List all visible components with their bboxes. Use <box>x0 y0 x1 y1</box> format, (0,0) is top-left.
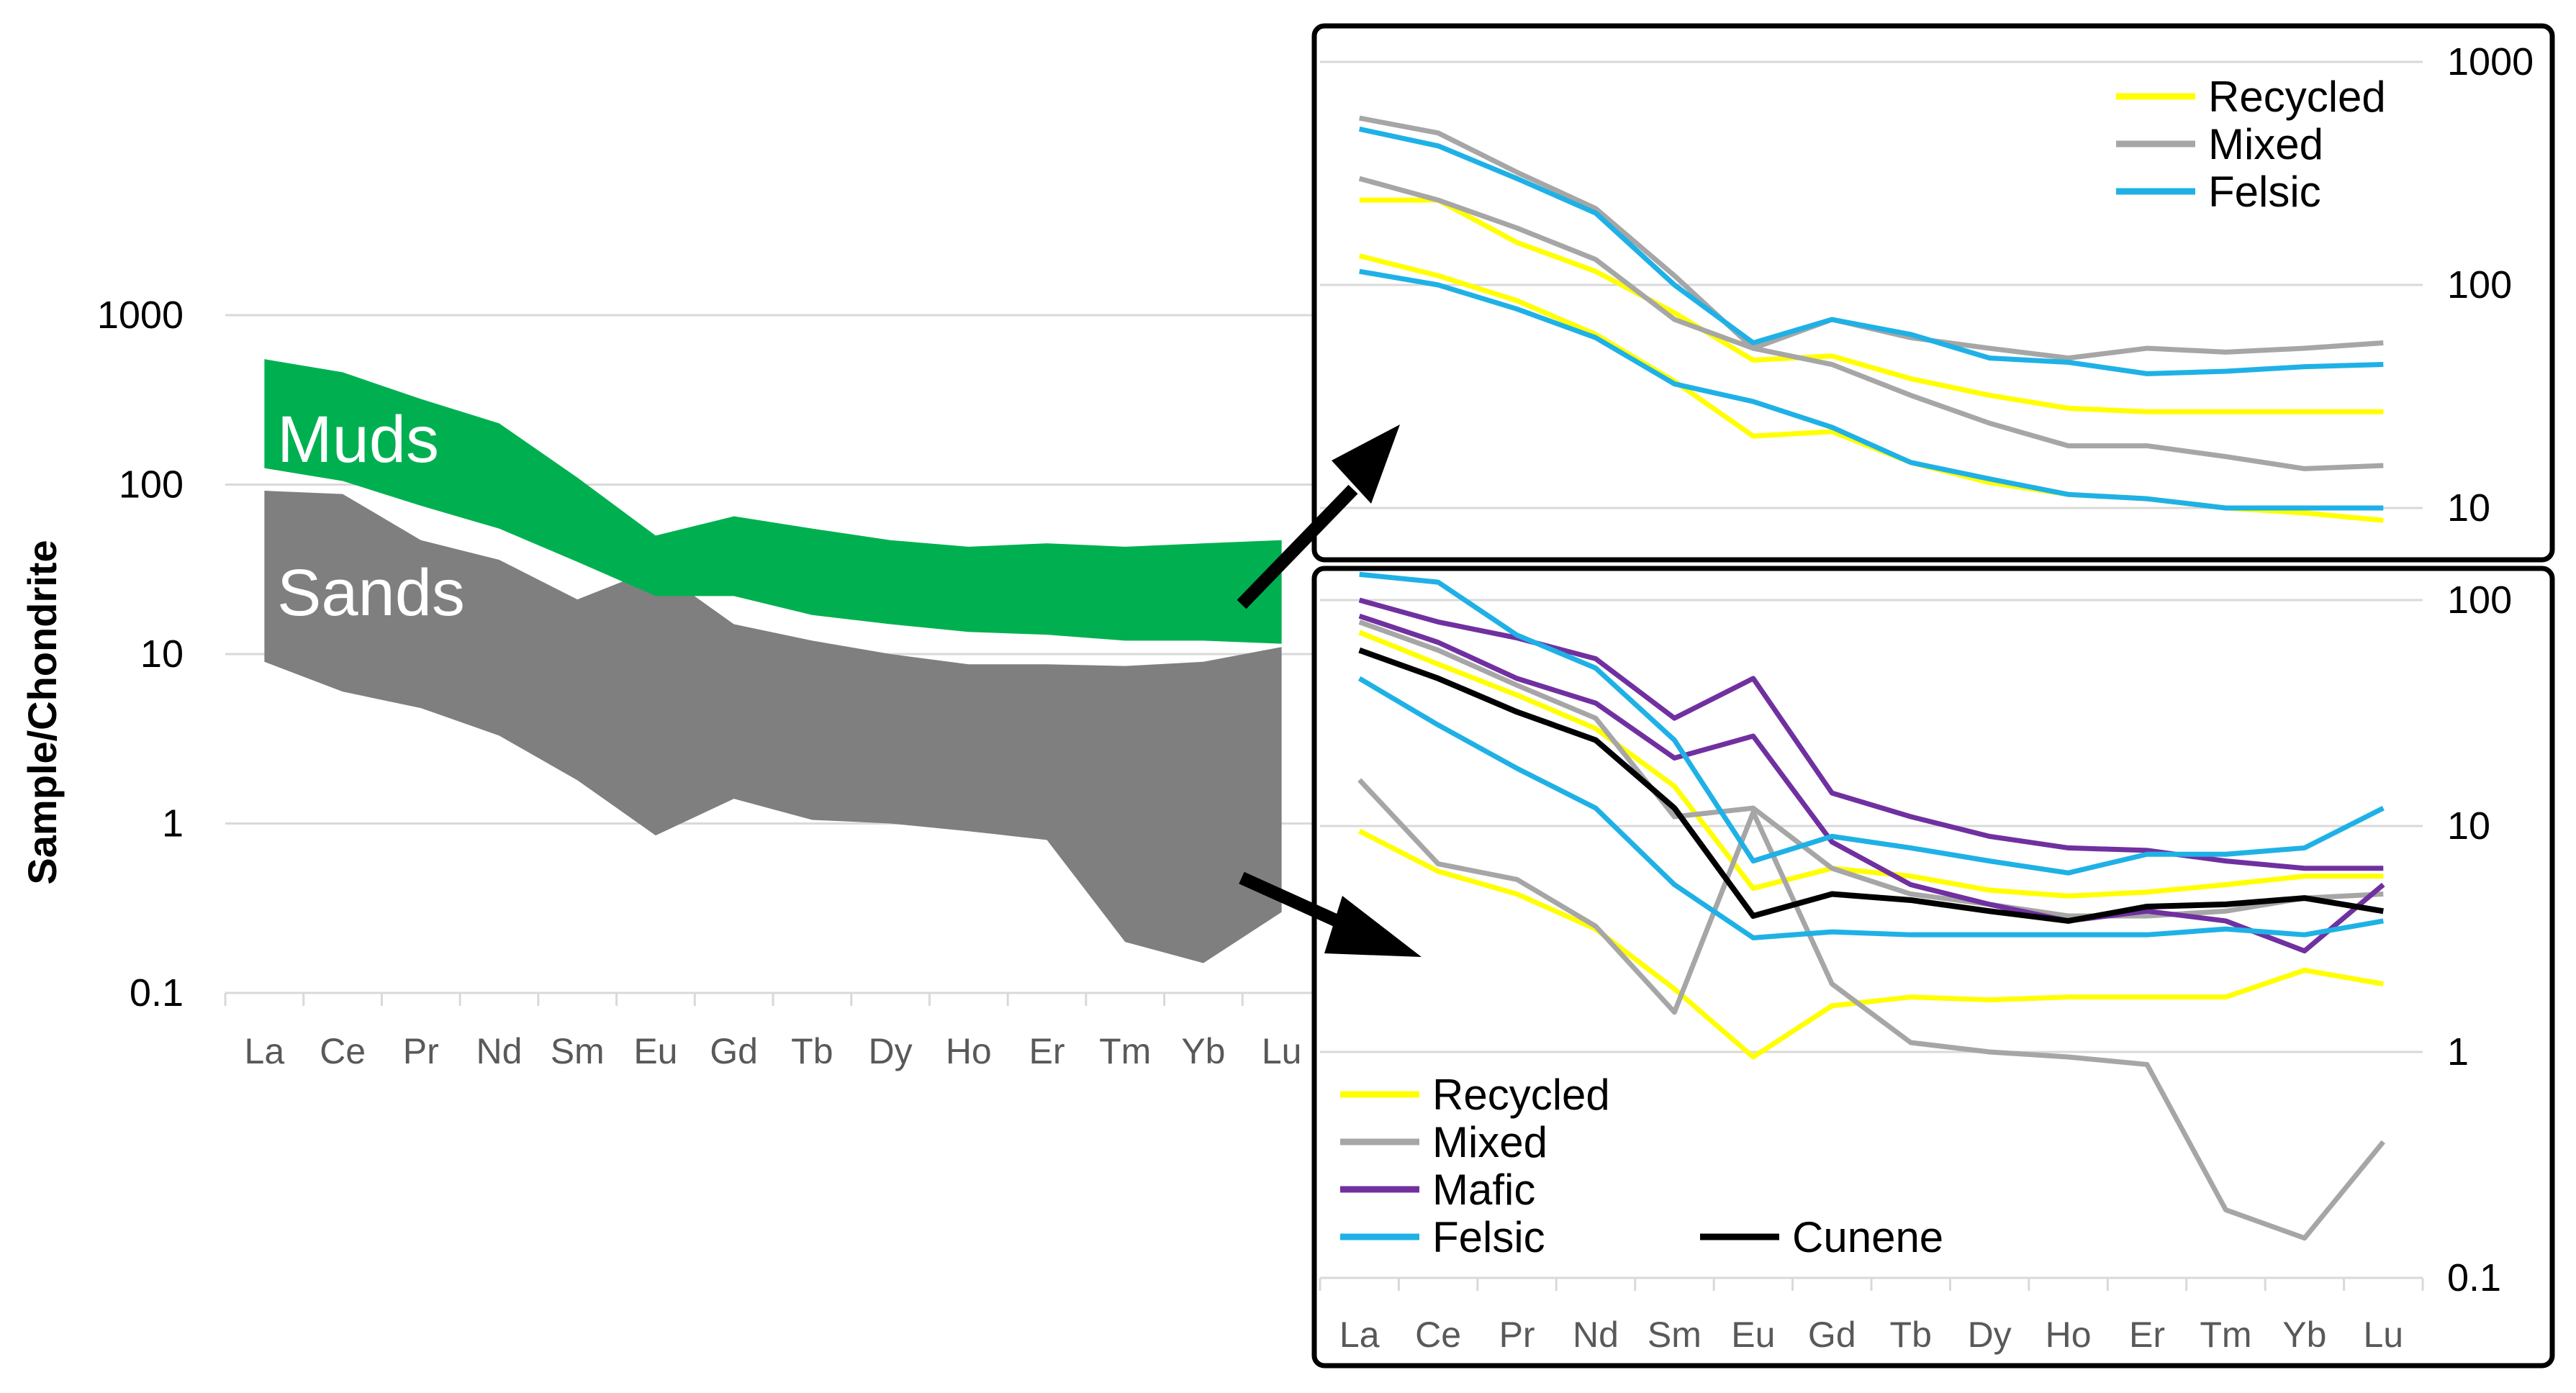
muds-detail-lines <box>1358 115 2384 523</box>
legend-label-felsic: Felsic <box>2208 168 2321 216</box>
x-tick-label-yb: Yb <box>2282 1315 2326 1355</box>
x-tick-label-dy: Dy <box>869 1031 913 1071</box>
muds-band <box>264 359 1282 644</box>
line-recycled-1 <box>1358 828 2384 1060</box>
x-tick-label-sm: Sm <box>1648 1315 1701 1355</box>
line-recycled-0 <box>1358 630 2384 899</box>
line-mixed-2 <box>1357 778 2385 1241</box>
sands-detail-lines <box>1357 571 2385 1241</box>
x-tick-label-er: Er <box>2129 1315 2165 1355</box>
y-tick-label-1: 1 <box>2447 1030 2469 1074</box>
muds-detail-y-ticks: 10 100 1000 <box>2447 40 2534 530</box>
y-tick-label-100: 100 <box>2447 263 2512 307</box>
line-recycled-0 <box>1359 197 2384 414</box>
y-axis-label: Sample/Chondrite <box>19 540 65 884</box>
legend-label-cunene: Cunene <box>1792 1213 1943 1261</box>
x-tick-label-tm: Tm <box>2200 1315 2251 1355</box>
y-tick-label-0-1: 0.1 <box>130 971 184 1015</box>
legend-label-mafic: Mafic <box>1432 1166 1535 1214</box>
x-tick-label-sm: Sm <box>551 1031 605 1071</box>
x-tick-label-la: La <box>1339 1315 1380 1355</box>
overview-bands <box>264 359 1282 963</box>
x-tick-label-eu: Eu <box>633 1031 677 1071</box>
legend-label-recycled: Recycled <box>2208 73 2386 121</box>
x-tick-label-nd: Nd <box>476 1031 523 1071</box>
sands-detail-x-ticks: La Ce Pr Nd Sm Eu Gd Tb Dy Ho Er Tm Yb Lu <box>1339 1315 2403 1355</box>
line-felsic-7 <box>1357 676 2384 940</box>
line-mafic-5 <box>1358 613 2385 954</box>
arrow-to-muds-panel <box>1237 484 1358 609</box>
overview-x-ticks: La Ce Pr Nd Sm Eu Gd Tb Dy Ho Er Tm Yb Lu <box>245 1031 1302 1071</box>
line-mixed-3 <box>1358 176 2384 471</box>
x-tick-label-eu: Eu <box>1731 1315 1775 1355</box>
y-tick-label-1000: 1000 <box>2447 40 2534 83</box>
x-tick-label-tb: Tb <box>791 1031 833 1071</box>
line-felsic-4 <box>1358 126 2384 376</box>
sands-band-label: Sands <box>277 556 465 630</box>
arrow-head-sands <box>1324 896 1422 957</box>
x-tick-label-tm: Tm <box>1099 1031 1151 1071</box>
y-tick-label-10: 10 <box>2447 486 2490 530</box>
line-felsic-6 <box>1359 571 2385 876</box>
sands-detail-y-ticks: 0.1 1 10 100 <box>2447 578 2512 1299</box>
x-tick-label-gd: Gd <box>1808 1315 1856 1355</box>
overview-x-axis <box>224 992 1322 1006</box>
sands-detail-x-axis <box>1319 1276 2424 1291</box>
x-tick-label-ho: Ho <box>946 1031 992 1071</box>
x-tick-label-lu: Lu <box>2363 1315 2403 1355</box>
sands-detail-panel: 0.1 1 10 100 La Ce Pr Nd Sm Eu Gd Tb Dy Ho Er Tm Yb Lu R… <box>1311 566 2555 1369</box>
y-tick-label-1000: 1000 <box>97 294 184 337</box>
x-tick-label-er: Er <box>1029 1031 1065 1071</box>
y-tick-label-10: 10 <box>2447 804 2490 848</box>
overview-chart: 0.1 1 10 100 1000 La Ce Pr Nd Sm Eu Gd Tb Dy Ho Er Tm Yb… <box>19 294 1322 1071</box>
arrows <box>1237 425 1422 957</box>
y-tick-label-100: 100 <box>2447 578 2512 622</box>
legend-label-mixed: Mixed <box>1432 1118 1547 1166</box>
line-felsic-5 <box>1359 268 2384 511</box>
x-tick-label-pr: Pr <box>1499 1315 1535 1355</box>
y-tick-label-100: 100 <box>119 463 184 507</box>
arrow-to-sands-panel <box>1239 871 1356 935</box>
legend-label-recycled: Recycled <box>1432 1071 1610 1119</box>
x-tick-label-nd: Nd <box>1573 1315 1619 1355</box>
y-tick-label-1: 1 <box>162 802 184 845</box>
x-tick-label-ho: Ho <box>2046 1315 2092 1355</box>
x-tick-label-yb: Yb <box>1181 1031 1225 1071</box>
legend-label-mixed: Mixed <box>2208 120 2323 168</box>
sands-band <box>264 491 1282 963</box>
x-tick-label-pr: Pr <box>403 1031 439 1071</box>
muds-band-label: Muds <box>277 403 439 476</box>
x-tick-label-ce: Ce <box>320 1031 366 1071</box>
x-tick-label-la: La <box>245 1031 285 1071</box>
legend-label-felsic: Felsic <box>1432 1213 1545 1261</box>
x-tick-label-gd: Gd <box>710 1031 758 1071</box>
x-tick-label-ce: Ce <box>1415 1315 1461 1355</box>
y-tick-label-10: 10 <box>140 632 184 676</box>
arrow-head-muds <box>1332 425 1400 504</box>
y-tick-label-0-1: 0.1 <box>2447 1256 2501 1299</box>
muds-panel-frame <box>1311 23 2555 563</box>
x-tick-label-lu: Lu <box>1262 1031 1302 1071</box>
line-cunene-8 <box>1358 647 2384 924</box>
line-mixed-3 <box>1358 620 2384 919</box>
x-tick-label-dy: Dy <box>1968 1315 2012 1355</box>
x-tick-label-tb: Tb <box>1890 1315 1932 1355</box>
overview-y-ticks: 0.1 1 10 100 1000 <box>97 294 184 1015</box>
